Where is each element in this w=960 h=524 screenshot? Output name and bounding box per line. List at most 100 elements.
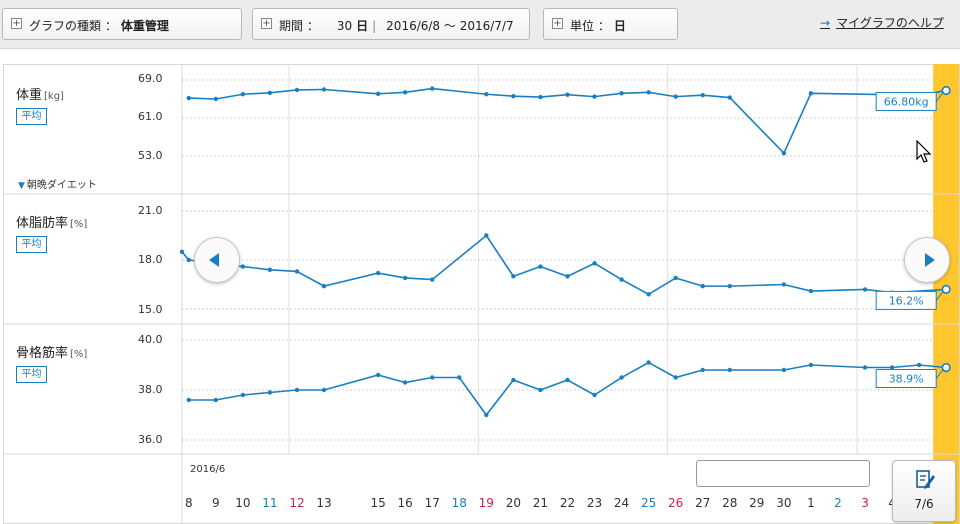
data-point — [240, 264, 246, 269]
arrow-left-icon — [209, 253, 219, 267]
help-link-label: マイグラフのヘルプ — [836, 16, 944, 30]
x-axis-month: 2016/6 — [190, 464, 225, 475]
y-tick: 36.0 — [138, 433, 163, 446]
data-point — [673, 375, 678, 380]
data-point — [592, 94, 597, 99]
x-tick-label: 29 — [749, 496, 764, 510]
data-point — [430, 277, 435, 282]
data-point — [646, 360, 651, 365]
data-point — [402, 275, 408, 281]
data-point — [321, 87, 327, 92]
weight-average-toggle[interactable]: 平均 — [16, 108, 47, 125]
x-tick-label: 9 — [212, 496, 220, 510]
data-point — [430, 86, 435, 91]
data-point — [484, 233, 489, 238]
x-tick-label: 16 — [398, 496, 413, 510]
graph-type-selector[interactable]: + グラフの種類 ：体重管理 — [2, 8, 242, 40]
data-point — [700, 283, 705, 289]
series-line — [188, 87, 947, 155]
data-point — [889, 365, 895, 370]
latest-point — [941, 284, 951, 294]
help-link[interactable]: → マイグラフのヘルプ — [820, 14, 944, 31]
x-tick-label: 25 — [641, 496, 656, 510]
latest-point — [941, 362, 951, 373]
muscle-average-toggle[interactable]: 平均 — [16, 366, 47, 383]
data-point — [565, 92, 570, 97]
data-point — [538, 387, 543, 393]
graph-area: 66.80kg 16.2% 38.9% 2016/6 8 9 10 11 12 13 15 16 17 1… — [0, 64, 960, 524]
body-fat-average-toggle[interactable]: 平均 — [16, 236, 47, 253]
data-point — [808, 362, 814, 368]
data-point — [267, 90, 273, 96]
x-tick-label: 21 — [533, 496, 548, 510]
expand-plus-icon: + — [261, 18, 272, 29]
data-point — [267, 390, 273, 395]
unit-value: 日 — [613, 19, 626, 33]
data-point — [619, 277, 624, 282]
y-tick: 61.0 — [138, 110, 163, 123]
data-point — [213, 397, 219, 403]
data-point — [240, 392, 246, 398]
data-point — [808, 288, 814, 294]
y-tick: 53.0 — [138, 149, 163, 162]
x-tick-label: 22 — [560, 496, 575, 510]
data-point — [402, 90, 408, 95]
data-point — [700, 367, 705, 373]
data-point — [186, 95, 191, 101]
data-point — [592, 261, 597, 266]
data-point — [213, 96, 219, 102]
graph-type-label: グラフの種類 ： — [29, 19, 117, 33]
x-tick-label: 17 — [425, 496, 440, 510]
data-point — [727, 283, 732, 289]
callout-pointer — [935, 92, 944, 102]
x-tick-label: 10 — [235, 496, 250, 510]
data-point — [538, 264, 543, 269]
data-point — [862, 365, 868, 370]
data-point — [700, 93, 705, 98]
x-tick-label: 3 — [861, 496, 869, 510]
data-point — [294, 87, 300, 93]
edit-record-button[interactable]: 7/6 — [892, 460, 956, 522]
x-tick-label: 23 — [587, 496, 602, 510]
x-tick-label: 1 — [807, 496, 815, 510]
x-tick-label: 26 — [668, 496, 683, 510]
data-point — [375, 372, 381, 378]
data-point — [916, 362, 922, 368]
x-tick-label: 30 — [776, 496, 791, 510]
data-point — [457, 375, 462, 380]
data-point — [646, 292, 651, 297]
data-point — [511, 93, 516, 99]
data-point — [565, 274, 570, 279]
data-point — [321, 387, 327, 393]
previous-period-button[interactable] — [194, 237, 240, 283]
data-point — [430, 375, 435, 380]
period-day-unit: 日 — [356, 19, 369, 33]
unit-selector[interactable]: + 単位 ：日 — [543, 8, 678, 40]
x-tick-label: 24 — [614, 496, 629, 510]
data-point — [673, 94, 678, 99]
period-days: 30 — [336, 19, 353, 33]
x-tick-label: 27 — [695, 496, 710, 510]
diet-plan-dropdown[interactable]: ▼ 朝晩ダイエット — [18, 180, 97, 191]
body-fat-title: 体脂肪率 [%] — [16, 216, 88, 231]
graph-type-value: 体重管理 — [120, 19, 169, 33]
period-range: 2016/6/8 ～ 2016/7/7 — [386, 19, 514, 33]
value-callout: 66.80kg — [884, 95, 929, 108]
x-tick-label: 8 — [185, 496, 193, 510]
next-period-button[interactable] — [904, 237, 950, 283]
data-point — [781, 282, 787, 287]
memo-tooltip — [696, 460, 870, 487]
y-tick: 40.0 — [138, 333, 163, 346]
data-point — [375, 270, 381, 276]
y-tick: 69.0 — [138, 72, 163, 85]
data-point — [646, 90, 651, 95]
data-point — [294, 269, 300, 274]
series-line — [181, 234, 947, 296]
data-point — [862, 287, 868, 292]
period-selector[interactable]: + 期間 ： 30 日 | 2016/6/8 ～ 2016/7/7 — [252, 8, 530, 40]
data-point — [619, 375, 624, 380]
y-tick: 38.0 — [138, 383, 163, 396]
selected-day-highlight — [933, 64, 960, 524]
data-point — [484, 412, 489, 418]
